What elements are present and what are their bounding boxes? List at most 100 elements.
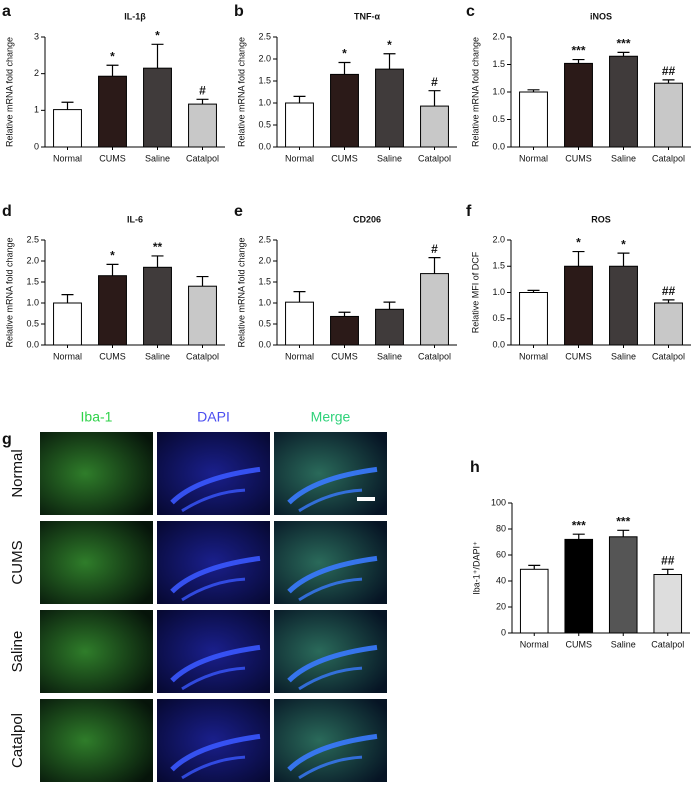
- x-tick-label: CUMS: [99, 153, 126, 163]
- micrograph: [40, 610, 153, 693]
- x-tick-label: Catalpol: [652, 351, 685, 361]
- error-bar: [196, 275, 209, 287]
- significance-label: *: [621, 237, 626, 251]
- x-tick-label: Saline: [611, 153, 636, 163]
- error-bar: [617, 51, 630, 57]
- x-tick-label: CUMS: [331, 153, 358, 163]
- bar: [654, 82, 683, 148]
- bar: [285, 102, 314, 148]
- y-tick-label: 1.5: [258, 75, 271, 85]
- y-tick-label: 0: [34, 141, 39, 151]
- bar: [564, 62, 593, 148]
- error-bar: [196, 98, 209, 105]
- hippocampus-layer: [287, 644, 378, 683]
- y-tick-label: 1.0: [492, 287, 505, 297]
- chart-title: IL-6: [127, 214, 143, 224]
- x-tick-label: Normal: [285, 351, 314, 361]
- y-tick-label: 2.5: [258, 31, 271, 41]
- row-label: Normal: [9, 449, 26, 497]
- significance-label: #: [431, 242, 438, 256]
- x-tick-label: Saline: [611, 351, 636, 361]
- error-bar: [428, 257, 441, 274]
- error-bar: [617, 252, 630, 267]
- x-tick-label: CUMS: [565, 351, 592, 361]
- error-bar: [293, 95, 306, 103]
- y-tick-label: 1.0: [258, 297, 271, 307]
- significance-label: #: [199, 84, 206, 98]
- hippocampus-layer: [170, 555, 261, 594]
- y-tick-label: 0.5: [258, 119, 271, 129]
- hippocampus-layer: [298, 488, 363, 513]
- bar: [654, 302, 683, 346]
- bar: [564, 265, 593, 346]
- y-tick-label: 80: [496, 523, 506, 533]
- bar: [285, 301, 314, 346]
- x-tick-label: Normal: [520, 639, 549, 649]
- significance-label: ***: [616, 37, 630, 51]
- panel-letter: h: [470, 459, 480, 476]
- y-axis-label: Relative mRNA fold change: [4, 37, 14, 147]
- error-bar: [662, 79, 675, 84]
- error-bar: [527, 289, 540, 293]
- panel-letter: d: [2, 203, 12, 220]
- y-tick-label: 60: [496, 549, 506, 559]
- bar: [519, 91, 548, 148]
- y-tick-label: 1: [34, 105, 39, 115]
- bar: [375, 308, 404, 346]
- hippocampus-layer: [181, 488, 246, 513]
- y-tick-label: 1.5: [26, 276, 39, 286]
- x-tick-label: Catalpol: [651, 639, 684, 649]
- x-tick-label: Normal: [53, 351, 82, 361]
- bar: [420, 105, 449, 148]
- y-tick-label: 0.5: [26, 318, 39, 328]
- bar: [519, 568, 549, 634]
- y-tick-label: 2.0: [492, 31, 505, 41]
- y-tick-label: 0.5: [258, 318, 271, 328]
- significance-label: ##: [662, 64, 676, 78]
- chart-title: TNF-α: [354, 11, 380, 21]
- micrograph: [40, 699, 153, 782]
- bar: [98, 275, 127, 346]
- significance-label: #: [431, 75, 438, 89]
- column-label: DAPI: [197, 409, 230, 425]
- x-tick-label: CUMS: [565, 153, 592, 163]
- row-label: CUMS: [9, 540, 26, 584]
- row-label: Saline: [9, 631, 26, 673]
- bar: [143, 67, 172, 148]
- y-tick-label: 0.5: [492, 313, 505, 323]
- x-tick-label: Saline: [377, 351, 402, 361]
- panel-letter: f: [466, 203, 472, 220]
- y-tick-label: 1.5: [258, 276, 271, 286]
- y-tick-label: 2.5: [258, 234, 271, 244]
- y-tick-label: 0.0: [258, 141, 271, 151]
- y-axis-label: Relative mRNA fold change: [470, 37, 480, 147]
- bar: [143, 266, 172, 346]
- hippocampus-layer: [170, 644, 261, 683]
- y-axis-label: Iba-1⁺/DAPI⁺: [471, 541, 481, 595]
- x-tick-label: CUMS: [331, 351, 358, 361]
- y-tick-label: 0.0: [258, 339, 271, 349]
- y-axis-label: Relative mRNA fold change: [236, 37, 246, 147]
- hippocampus-layer: [287, 733, 378, 772]
- error-bar: [106, 64, 119, 77]
- x-tick-label: Catalpol: [186, 351, 219, 361]
- hippocampus-layer: [287, 466, 378, 505]
- y-tick-label: 1.5: [492, 261, 505, 271]
- panel-letter: c: [466, 3, 475, 20]
- error-bar: [572, 250, 585, 267]
- bar: [420, 273, 449, 346]
- bar: [98, 75, 127, 148]
- error-bar: [61, 101, 74, 110]
- y-tick-label: 2: [34, 68, 39, 78]
- bar: [653, 574, 683, 634]
- x-tick-label: Normal: [53, 153, 82, 163]
- significance-label: *: [110, 249, 115, 263]
- scale-bar: [357, 497, 375, 501]
- x-tick-label: Normal: [519, 351, 548, 361]
- bar: [53, 302, 82, 346]
- y-tick-label: 2.5: [26, 234, 39, 244]
- hippocampus-layer: [298, 666, 363, 691]
- bar: [609, 265, 638, 346]
- x-tick-label: Catalpol: [652, 153, 685, 163]
- error-bar: [151, 255, 164, 268]
